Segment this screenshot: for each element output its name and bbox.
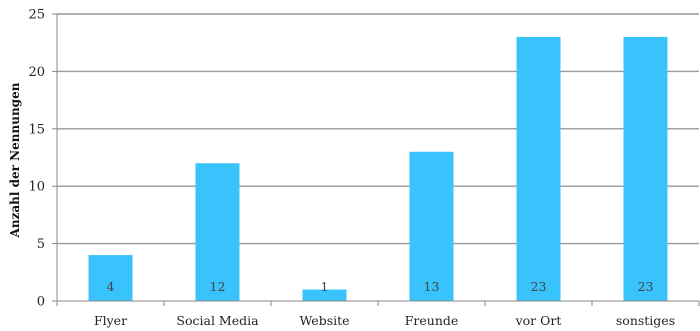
data-label: 23 [638,279,654,294]
bar [623,36,668,302]
data-label: 4 [107,279,115,294]
data-label: 13 [424,279,440,294]
y-axis-title: Anzahl der Nennungen [8,82,22,238]
bar [516,36,561,302]
gridlines [57,13,699,245]
axes [52,13,700,306]
y-tick-label: 25 [28,8,45,23]
x-tick-label: Flyer [94,313,127,328]
bars [88,36,668,302]
bar [409,151,454,301]
x-tick-label: Website [299,313,349,328]
y-tick-label: 5 [37,237,45,252]
bar [302,289,347,301]
y-tick-label: 10 [28,180,45,195]
x-tick-label: sonstiges [616,313,675,328]
y-tick-label: 15 [28,122,45,137]
data-label: 23 [531,279,547,294]
y-tick-label: 20 [28,65,45,80]
data-label: 1 [321,279,329,294]
x-tick-label: Freunde [405,313,459,328]
x-tick-label: vor Ort [515,313,562,328]
bar [88,255,133,301]
y-tick-label: 0 [37,295,45,310]
bar [195,163,240,301]
data-label: 12 [210,279,226,294]
x-tick-labels: Flyer Social Media Website Freunde vor Ort so… [94,313,675,328]
data-labels: 4 12 1 13 23 23 [107,279,654,294]
x-tick-label: Social Media [176,313,259,328]
y-tick-labels: 0 5 10 15 20 25 [28,8,45,310]
